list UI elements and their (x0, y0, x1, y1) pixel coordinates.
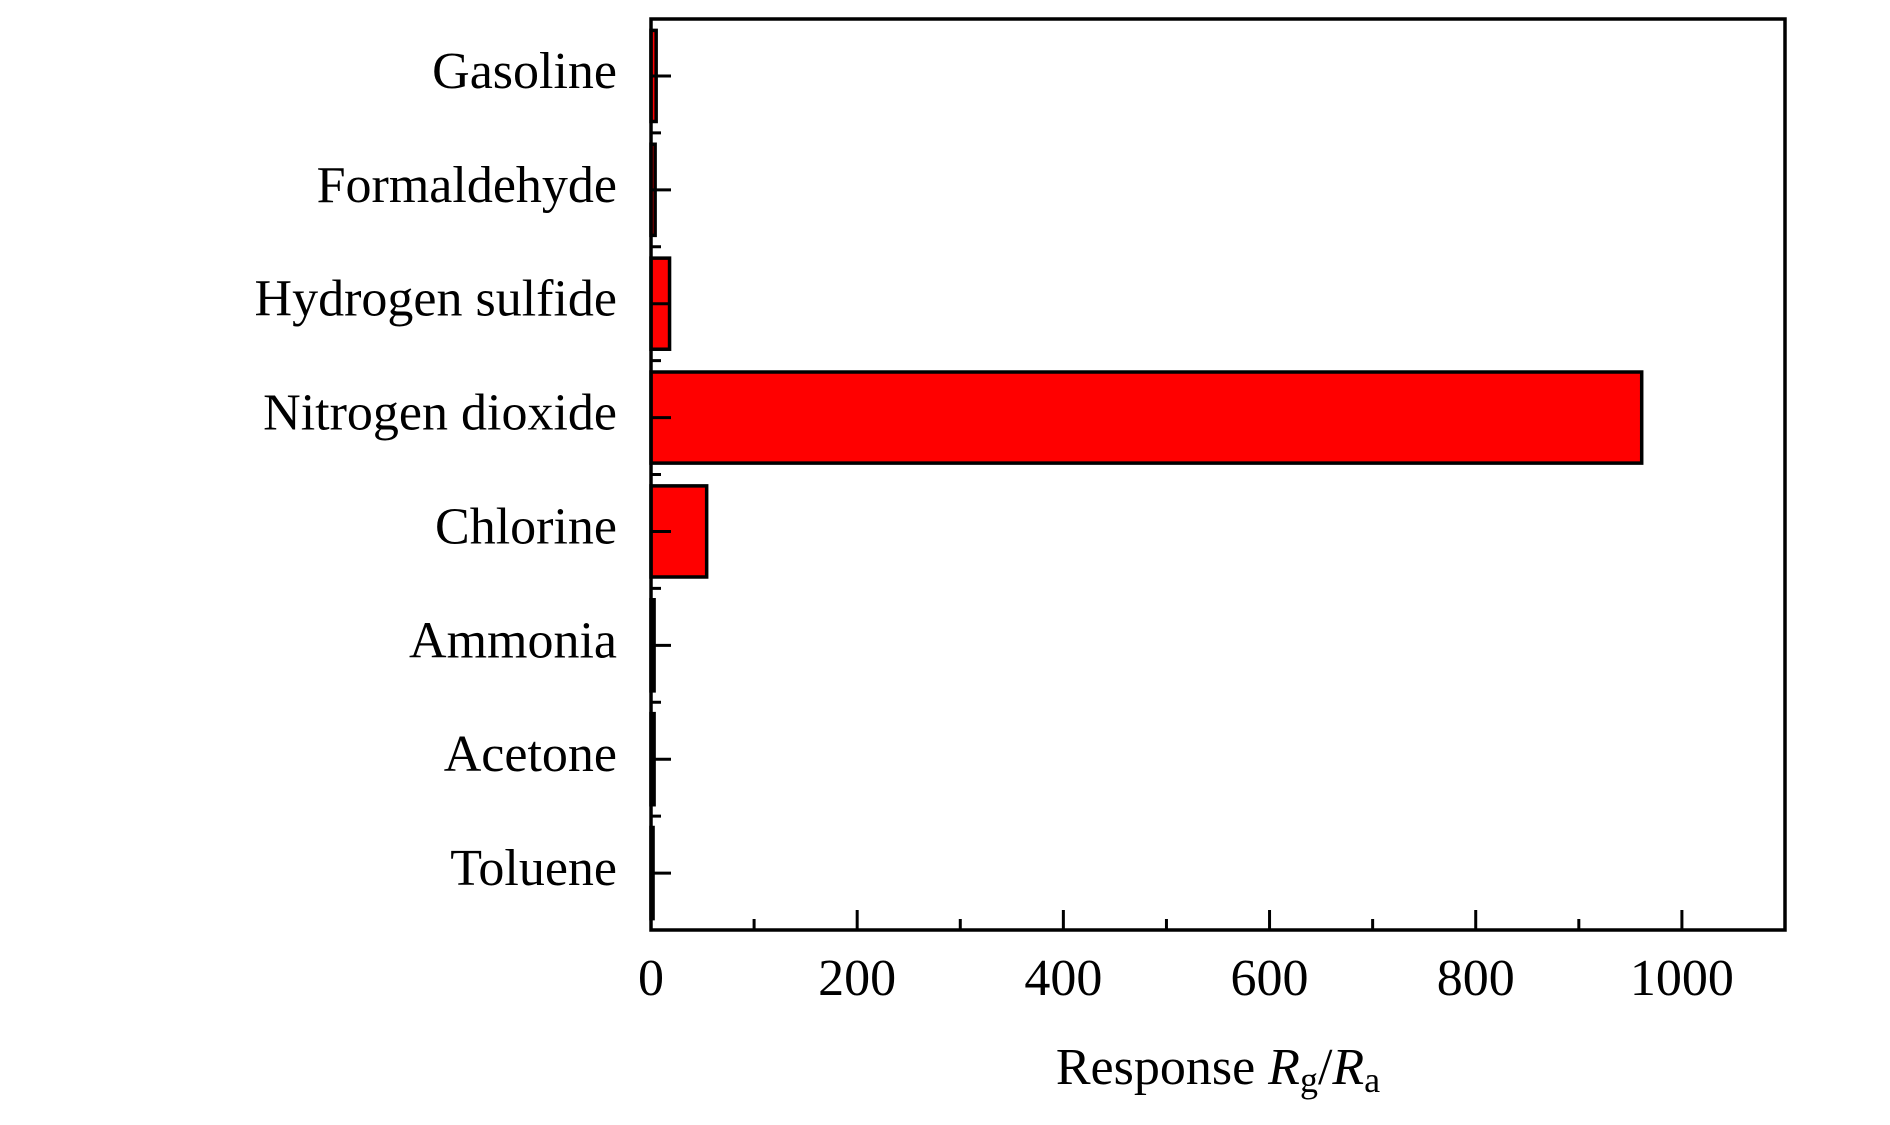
y-tick-label: Hydrogen sulfide (255, 271, 617, 328)
plot-frame (649, 17, 1787, 932)
x-axis-label: Response Rg/Ra (1056, 1039, 1380, 1100)
x-tick-label: 1000 (1630, 950, 1734, 1007)
x-tick-label: 600 (1231, 950, 1309, 1007)
x-tick-label: 400 (1024, 950, 1102, 1007)
y-tick-label: Nitrogen dioxide (263, 385, 617, 442)
bar (649, 370, 1644, 465)
y-tick-label: Gasoline (432, 43, 617, 100)
x-axis-label-part: R (1267, 1039, 1300, 1096)
x-tick-label: 200 (818, 950, 896, 1007)
x-axis-label-part: a (1364, 1060, 1380, 1100)
x-axis-label-part: g (1300, 1060, 1318, 1100)
y-tick-label: Toluene (450, 840, 617, 897)
x-axis-label-part: Response (1056, 1039, 1268, 1096)
y-tick-label: Acetone (444, 726, 617, 783)
x-tick-label: 0 (638, 950, 664, 1007)
y-tick-label: Ammonia (409, 612, 617, 669)
x-axis-label-part: / (1318, 1039, 1333, 1096)
y-tick-label: Chlorine (435, 498, 617, 555)
x-tick-label: 800 (1437, 950, 1515, 1007)
y-tick-label: Formaldehyde (317, 157, 617, 214)
x-axis-label-part: R (1331, 1039, 1364, 1096)
